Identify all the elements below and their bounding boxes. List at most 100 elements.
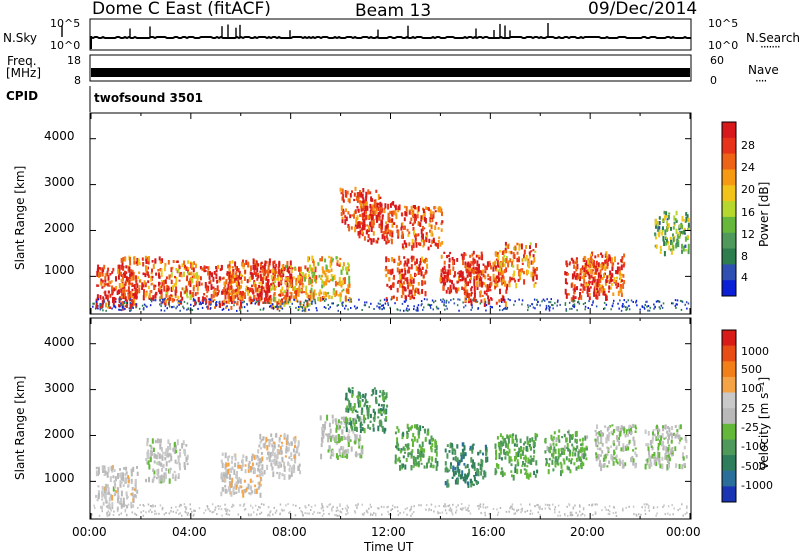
heat-cell: [99, 505, 102, 509]
heat-cell: [270, 462, 273, 467]
heat-cell: [385, 221, 388, 225]
heat-cell: [288, 467, 291, 472]
heat-cell: [105, 294, 108, 300]
heat-cell: [230, 277, 233, 283]
heat-cell: [158, 272, 160, 277]
heat-cell: [415, 258, 418, 265]
heat-cell: [299, 305, 302, 308]
heat-cell: [163, 309, 166, 312]
heat-cell: [329, 263, 332, 268]
heat-cell: [595, 305, 598, 308]
heat-cell: [473, 277, 476, 282]
heat-cell: [96, 271, 99, 277]
heat-cell: [311, 302, 313, 305]
heat-cell: [571, 307, 573, 310]
heat-cell: [672, 513, 674, 516]
heat-cell: [621, 256, 624, 260]
heat-cell: [179, 451, 182, 458]
heat-cell: [584, 435, 587, 441]
heat-cell: [475, 267, 478, 271]
heat-cell: [206, 306, 208, 308]
heat-cell: [396, 308, 398, 311]
heat-cell: [618, 440, 621, 447]
heat-cell: [151, 260, 154, 263]
heat-cell: [319, 258, 322, 262]
heat-cell: [489, 276, 492, 281]
heat-cell: [670, 250, 673, 255]
heat-cell: [445, 305, 447, 308]
heat-cell: [305, 291, 308, 295]
heat-cell: [328, 503, 330, 506]
heat-cell: [106, 270, 109, 276]
heat-cell: [217, 264, 220, 270]
heat-cell: [212, 276, 215, 282]
heat-cell: [372, 231, 375, 236]
heat-cell: [521, 262, 524, 265]
heat-cell: [150, 445, 153, 450]
heat-cell: [419, 425, 422, 432]
heat-cell: [362, 393, 365, 398]
heat-cell: [365, 211, 368, 214]
heat-cell: [681, 464, 684, 470]
heat-cell: [240, 291, 243, 294]
heat-cell: [554, 461, 557, 465]
heat-cell: [377, 237, 380, 241]
heat-cell: [157, 474, 160, 479]
heat-cell: [411, 245, 413, 248]
heat-cell: [301, 309, 304, 312]
heat-cell: [413, 308, 415, 311]
heat-cell: [512, 259, 515, 262]
heat-cell: [265, 290, 268, 295]
heat-cell: [504, 280, 507, 287]
heat-cell: [441, 211, 443, 217]
heat-cell: [495, 463, 498, 468]
heat-cell: [288, 474, 291, 479]
heat-cell: [201, 306, 204, 309]
heat-cell: [467, 472, 470, 478]
heat-cell: [175, 268, 178, 271]
heat-cell: [328, 280, 331, 283]
heat-cell: [478, 270, 481, 274]
nave-tick-bottom: 0: [710, 74, 717, 87]
heat-cell: [511, 507, 514, 510]
heat-cell: [584, 271, 587, 277]
heat-cell: [128, 307, 131, 310]
heat-cell: [352, 418, 355, 421]
heat-cell: [290, 269, 293, 273]
heat-cell: [215, 292, 218, 297]
heat-cell: [521, 450, 524, 456]
heat-cell: [260, 439, 263, 442]
heat-cell: [548, 309, 551, 312]
heat-cell: [480, 277, 483, 280]
heat-cell: [129, 257, 131, 262]
heat-cell: [293, 295, 295, 301]
heat-cell: [539, 304, 541, 307]
heat-cell: [401, 231, 404, 237]
heat-cell: [119, 468, 121, 471]
heat-cell: [122, 305, 125, 311]
heat-cell: [587, 268, 590, 272]
heat-cell: [483, 298, 486, 304]
heat-cell: [530, 457, 533, 462]
heat-cell: [193, 261, 195, 265]
heat-cell: [588, 273, 591, 280]
heat-cell: [111, 465, 114, 470]
heat-cell: [363, 417, 366, 424]
heat-cell: [610, 430, 613, 435]
heat-cell: [266, 291, 269, 298]
heat-cell: [615, 270, 618, 275]
heat-cell: [460, 457, 463, 462]
heat-cell: [681, 230, 684, 235]
heat-cell: [408, 308, 410, 311]
heat-cell: [329, 428, 332, 434]
heat-cell: [334, 293, 337, 298]
heat-cell: [527, 270, 529, 274]
heat-cell: [594, 268, 597, 274]
heat-cell: [267, 297, 269, 304]
heat-cell: [484, 265, 487, 271]
heat-cell: [570, 257, 573, 261]
heat-cell: [320, 443, 323, 448]
heat-cell: [114, 492, 117, 495]
heat-cell: [461, 448, 464, 452]
heat-cell: [266, 457, 269, 461]
